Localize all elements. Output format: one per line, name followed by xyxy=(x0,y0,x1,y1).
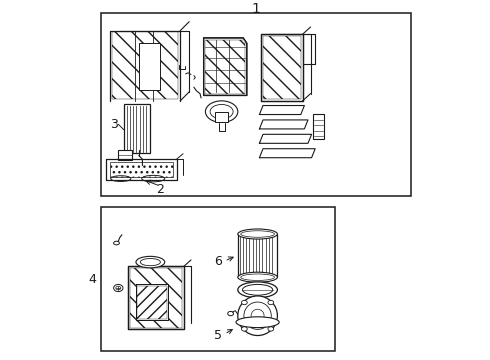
Ellipse shape xyxy=(238,272,277,282)
Ellipse shape xyxy=(238,296,277,336)
Bar xyxy=(137,286,167,319)
Bar xyxy=(123,104,149,153)
Ellipse shape xyxy=(242,300,247,305)
Ellipse shape xyxy=(243,284,273,295)
Bar xyxy=(216,112,228,122)
Ellipse shape xyxy=(268,300,274,305)
Bar xyxy=(101,207,335,351)
Ellipse shape xyxy=(238,282,277,298)
Text: 4: 4 xyxy=(88,273,96,285)
Text: 3: 3 xyxy=(110,118,118,131)
Ellipse shape xyxy=(268,327,274,331)
Bar xyxy=(139,43,160,90)
Bar xyxy=(210,44,220,51)
Bar xyxy=(204,51,211,55)
Bar xyxy=(188,49,199,56)
Bar xyxy=(130,268,182,328)
Ellipse shape xyxy=(242,327,247,331)
Bar xyxy=(101,13,411,196)
Bar xyxy=(136,284,169,320)
Bar xyxy=(110,162,173,177)
Ellipse shape xyxy=(244,302,271,329)
Bar xyxy=(263,36,301,99)
Text: 2: 2 xyxy=(156,183,164,195)
Bar xyxy=(205,40,245,94)
Bar xyxy=(238,234,277,277)
Ellipse shape xyxy=(238,229,277,239)
Bar xyxy=(112,32,178,99)
Ellipse shape xyxy=(136,256,165,268)
Text: 6: 6 xyxy=(214,255,222,267)
Bar xyxy=(314,114,324,139)
Bar xyxy=(118,150,132,160)
Bar xyxy=(196,43,205,49)
Text: 5: 5 xyxy=(214,329,222,342)
Bar xyxy=(219,55,225,59)
Ellipse shape xyxy=(205,101,238,122)
Ellipse shape xyxy=(251,309,264,322)
Text: 1: 1 xyxy=(251,2,260,16)
Ellipse shape xyxy=(236,317,279,328)
